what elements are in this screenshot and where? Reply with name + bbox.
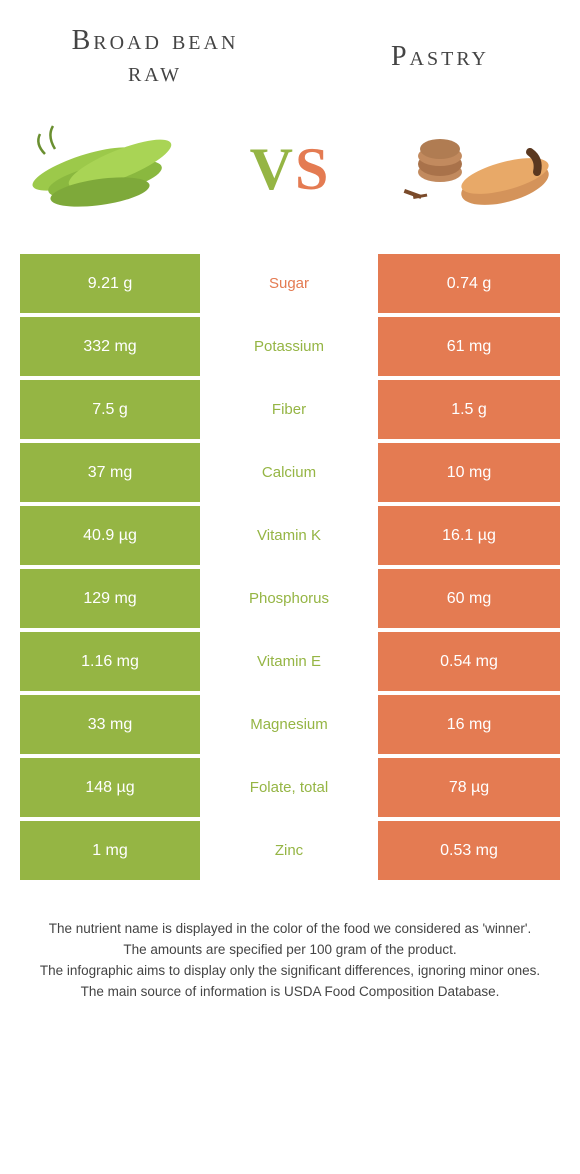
- table-row: 332 mgPotassium61 mg: [20, 317, 560, 376]
- footer-notes: The nutrient name is displayed in the co…: [30, 920, 550, 1002]
- broad-bean-image: [25, 114, 195, 224]
- nutrient-label-cell: Folate, total: [200, 758, 378, 817]
- images-row: VS: [0, 99, 580, 254]
- left-value-cell: 1.16 mg: [20, 632, 200, 691]
- table-row: 148 µgFolate, total78 µg: [20, 758, 560, 817]
- table-row: 1 mgZinc0.53 mg: [20, 821, 560, 880]
- left-value-cell: 9.21 g: [20, 254, 200, 313]
- footer-line-3: The infographic aims to display only the…: [30, 962, 550, 981]
- comparison-table: 9.21 gSugar0.74 g332 mgPotassium61 mg7.5…: [20, 254, 560, 880]
- right-value-cell: 16 mg: [378, 695, 560, 754]
- table-row: 129 mgPhosphorus60 mg: [20, 569, 560, 628]
- vs-letter-v: V: [250, 136, 295, 202]
- left-value-cell: 1 mg: [20, 821, 200, 880]
- header-row: Broad bean raw Pastry: [0, 0, 580, 99]
- nutrient-label-cell: Phosphorus: [200, 569, 378, 628]
- vs-letter-s: S: [295, 136, 330, 202]
- right-value-cell: 60 mg: [378, 569, 560, 628]
- table-row: 9.21 gSugar0.74 g: [20, 254, 560, 313]
- right-value-cell: 78 µg: [378, 758, 560, 817]
- table-row: 33 mgMagnesium16 mg: [20, 695, 560, 754]
- right-value-cell: 10 mg: [378, 443, 560, 502]
- footer-line-4: The main source of information is USDA F…: [30, 983, 550, 1002]
- nutrient-label-cell: Fiber: [200, 380, 378, 439]
- table-row: 1.16 mgVitamin E0.54 mg: [20, 632, 560, 691]
- right-value-cell: 0.74 g: [378, 254, 560, 313]
- table-row: 7.5 gFiber1.5 g: [20, 380, 560, 439]
- nutrient-label-cell: Potassium: [200, 317, 378, 376]
- left-value-cell: 129 mg: [20, 569, 200, 628]
- left-value-cell: 332 mg: [20, 317, 200, 376]
- left-value-cell: 40.9 µg: [20, 506, 200, 565]
- left-value-cell: 148 µg: [20, 758, 200, 817]
- left-value-cell: 7.5 g: [20, 380, 200, 439]
- left-value-cell: 37 mg: [20, 443, 200, 502]
- pastry-image: [385, 114, 555, 224]
- right-value-cell: 1.5 g: [378, 380, 560, 439]
- right-value-cell: 0.53 mg: [378, 821, 560, 880]
- footer-line-2: The amounts are specified per 100 gram o…: [30, 941, 550, 960]
- table-row: 40.9 µgVitamin K16.1 µg: [20, 506, 560, 565]
- nutrient-label-cell: Sugar: [200, 254, 378, 313]
- left-title-line2: raw: [128, 57, 182, 88]
- nutrient-label-cell: Zinc: [200, 821, 378, 880]
- nutrient-label-cell: Vitamin E: [200, 632, 378, 691]
- left-value-cell: 33 mg: [20, 695, 200, 754]
- vs-label: VS: [250, 135, 331, 204]
- nutrient-label-cell: Calcium: [200, 443, 378, 502]
- left-food-title: Broad bean raw: [40, 25, 270, 89]
- footer-line-1: The nutrient name is displayed in the co…: [30, 920, 550, 939]
- infographic-container: Broad bean raw Pastry VS: [0, 0, 580, 1002]
- right-food-title: Pastry: [340, 41, 540, 73]
- right-value-cell: 16.1 µg: [378, 506, 560, 565]
- nutrient-label-cell: Vitamin K: [200, 506, 378, 565]
- right-value-cell: 0.54 mg: [378, 632, 560, 691]
- right-value-cell: 61 mg: [378, 317, 560, 376]
- table-row: 37 mgCalcium10 mg: [20, 443, 560, 502]
- nutrient-label-cell: Magnesium: [200, 695, 378, 754]
- left-title-line1: Broad bean: [72, 25, 239, 56]
